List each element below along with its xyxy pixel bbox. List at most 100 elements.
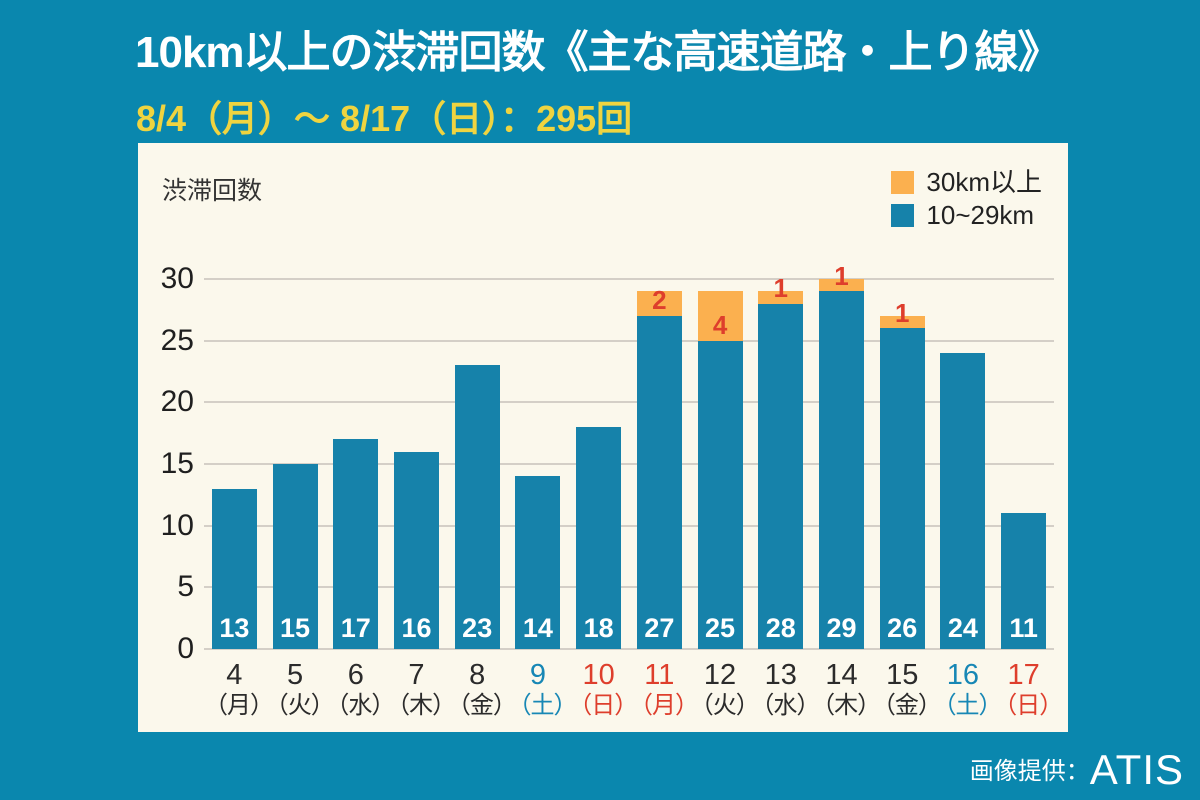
bar-value-label: 17 <box>340 613 371 643</box>
y-tick-15: 15 <box>160 447 194 480</box>
y-tick-30: 30 <box>160 262 194 295</box>
bar-segment-10-29km <box>697 340 743 649</box>
bar-segment-10-29km <box>879 328 925 649</box>
bar-group-8-17: 11 <box>993 143 1054 649</box>
bar-30km-count-label: 4 <box>712 309 728 340</box>
bar-group-8-6: 17 <box>325 143 386 649</box>
plot-area: 30 25 20 15 10 5 0 13 4 （月） 15 5 （火） 17 6 （水） 16 7 （木） 23 8 （… <box>161 143 1064 718</box>
bar-value-label: 15 <box>280 613 311 643</box>
chart-panel: 渋滞回数 30km以上 10~29km 30 25 20 15 10 5 0 13 4 （月） 15… <box>138 143 1068 732</box>
legend-swatch-orange-icon <box>891 170 915 194</box>
bar-segment-10-29km <box>1001 513 1047 649</box>
credit-brand: ATIS <box>1089 746 1184 793</box>
bar-value-label: 26 <box>887 613 918 643</box>
gridline-10 <box>204 524 1054 527</box>
bar-group-8-7: 16 <box>386 143 447 649</box>
bar-segment-30km <box>818 279 864 292</box>
bar-value-label: 11 <box>1009 613 1038 643</box>
bar-group-8-14: 1 29 <box>811 143 872 649</box>
x-tick-day-10: 10 <box>582 659 615 691</box>
x-tick-weekday-13: （水） <box>750 692 820 719</box>
x-tick-day-8: 8 <box>469 659 486 691</box>
bar-group-8-9: 14 <box>508 143 569 649</box>
bar-group-8-4: 13 <box>204 143 265 649</box>
bar-group-8-5: 15 <box>265 143 326 649</box>
bar-group-8-13: 1 28 <box>750 143 811 649</box>
bar-group-8-16: 24 <box>933 143 994 649</box>
x-tick-day-15: 15 <box>886 659 919 691</box>
x-tick-weekday-14: （木） <box>811 692 881 719</box>
bar-segment-30km <box>636 291 682 317</box>
bar-segment-30km <box>879 316 925 329</box>
bar-value-label: 28 <box>765 613 796 643</box>
credit-label: 画像提供： <box>969 758 1090 785</box>
credit: 画像提供： ATIS <box>970 746 1184 794</box>
bar-value-label: 13 <box>219 613 250 643</box>
bar-segment-10-29km <box>515 476 561 649</box>
bar-segment-10-29km <box>818 291 864 649</box>
x-tick-day-5: 5 <box>286 659 304 691</box>
x-tick-day-17: 17 <box>1007 659 1040 691</box>
x-tick-weekday-10: （日） <box>568 692 638 719</box>
bar-value-label: 24 <box>947 613 978 643</box>
bar-segment-10-29km <box>333 439 379 649</box>
y-tick-5: 5 <box>177 570 194 604</box>
bar-group-8-11: 2 27 <box>629 143 690 649</box>
chart-title: 10km以上の渋滞回数《主な高速道路・上り線》 <box>135 28 1062 77</box>
bar-30km-count-label: 1 <box>773 273 788 304</box>
x-tick-weekday-5: （火） <box>264 692 335 719</box>
bar-value-label: 16 <box>401 613 432 643</box>
y-tick-20: 20 <box>160 385 194 419</box>
y-tick-25: 25 <box>160 323 194 357</box>
x-tick-day-4: 4 <box>226 659 243 691</box>
legend-label-30km: 30km以上 <box>926 167 1042 197</box>
gridline-20 <box>204 401 1054 404</box>
bar-segment-10-29km <box>636 316 682 649</box>
gridline-15 <box>204 463 1054 466</box>
x-tick-day-12: 12 <box>703 659 737 691</box>
bar-value-label: 18 <box>583 613 614 643</box>
bar-group-8-15: 1 26 <box>872 143 933 649</box>
legend-swatch-blue-icon <box>891 203 915 227</box>
bar-value-label: 29 <box>826 613 857 643</box>
x-tick-weekday-7: （木） <box>386 692 456 719</box>
bar-segment-10-29km <box>211 488 257 649</box>
bar-value-label: 14 <box>522 613 553 643</box>
x-tick-day-13: 13 <box>764 659 797 691</box>
bar-segment-10-29km <box>272 464 318 649</box>
legend: 30km以上 10~29km <box>891 169 1042 228</box>
bar-30km-count-label: 1 <box>894 298 910 329</box>
bar-segment-10-29km <box>393 451 439 649</box>
bar-segment-10-29km <box>940 353 986 649</box>
bar-30km-count-label: 1 <box>834 261 849 292</box>
bar-30km-count-label: 2 <box>652 285 667 316</box>
x-tick-weekday-15: （金） <box>871 692 942 719</box>
x-tick-weekday-11: （月） <box>629 692 699 719</box>
bar-segment-10-29km <box>758 303 804 649</box>
gridline-25 <box>204 339 1054 342</box>
bar-group-8-8: 23 <box>447 143 508 649</box>
x-tick-weekday-12: （火） <box>689 692 760 719</box>
bar-value-label: 23 <box>462 613 493 643</box>
gridline-0 <box>204 648 1054 650</box>
x-tick-day-7: 7 <box>408 659 425 691</box>
bar-value-label: 25 <box>705 613 736 643</box>
bar-segment-10-29km <box>576 427 622 649</box>
legend-item-10-29km: 10~29km <box>891 202 1042 228</box>
legend-item-30km: 30km以上 <box>891 169 1042 195</box>
bar-group-8-10: 18 <box>568 143 629 649</box>
y-tick-10: 10 <box>160 508 194 542</box>
gridline-30 <box>204 278 1054 281</box>
x-tick-day-14: 14 <box>825 659 858 691</box>
x-tick-day-9: 9 <box>529 659 546 691</box>
bar-group-8-12: 4 25 <box>690 143 751 649</box>
y-tick-0: 0 <box>177 632 194 665</box>
x-tick-day-16: 16 <box>946 659 980 691</box>
x-tick-weekday-6: （水） <box>325 692 395 719</box>
x-tick-day-11: 11 <box>644 659 675 691</box>
bar-segment-30km <box>758 291 804 304</box>
x-tick-weekday-9: （土） <box>507 692 578 719</box>
legend-label-10-29km: 10~29km <box>926 200 1035 230</box>
x-tick-day-6: 6 <box>347 659 364 691</box>
